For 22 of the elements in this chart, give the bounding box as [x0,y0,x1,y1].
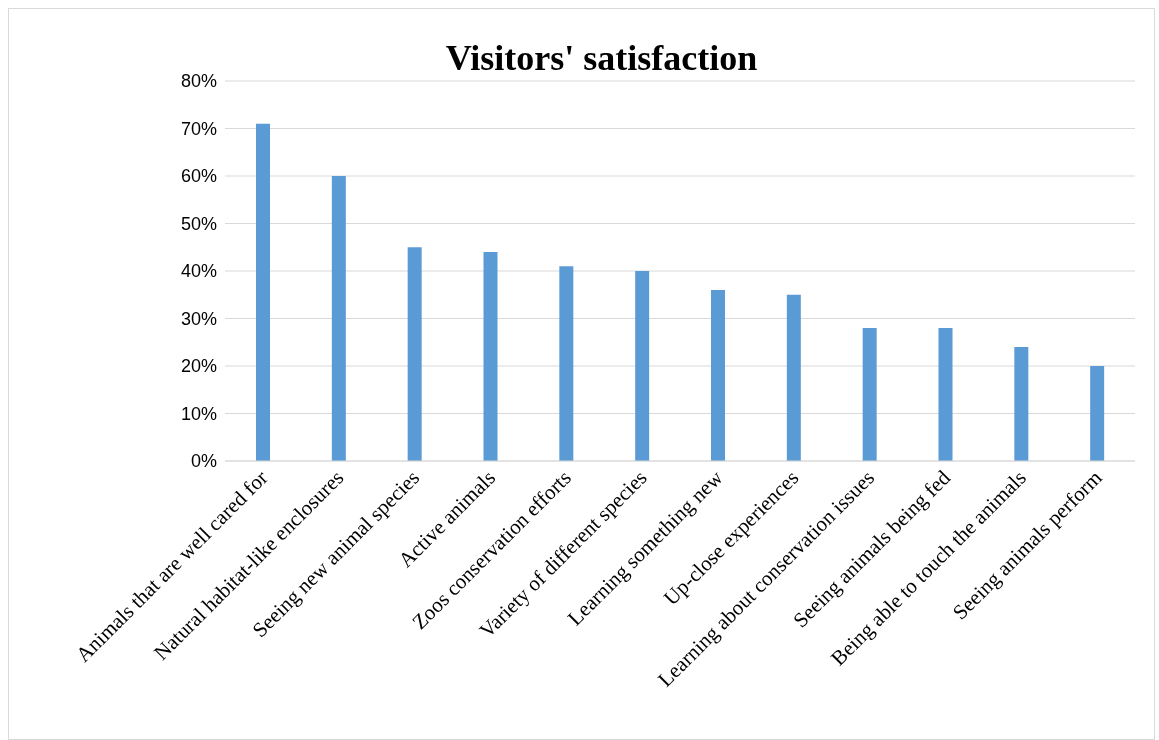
y-tick-label: 30% [180,308,217,329]
bar [559,266,574,461]
y-tick-label: 60% [180,166,217,187]
y-tick-label: 40% [180,261,217,282]
y-tick-label: 10% [180,403,217,424]
y-tick-label: 70% [180,118,217,139]
bar [483,252,498,461]
bar [256,123,270,461]
bar [711,290,725,461]
y-tick-label: 0% [190,451,217,472]
bar [407,247,422,461]
y-tick-label: 20% [180,356,217,377]
bar [331,176,346,461]
bar [862,328,877,461]
y-tick-label: 80% [180,71,217,92]
bar [635,271,650,461]
bar [1014,347,1029,461]
bar [786,294,801,461]
chart-title: Visitors' satisfaction [445,38,758,78]
bar [938,328,953,461]
y-tick-label: 50% [180,213,217,234]
bar [1090,366,1105,461]
